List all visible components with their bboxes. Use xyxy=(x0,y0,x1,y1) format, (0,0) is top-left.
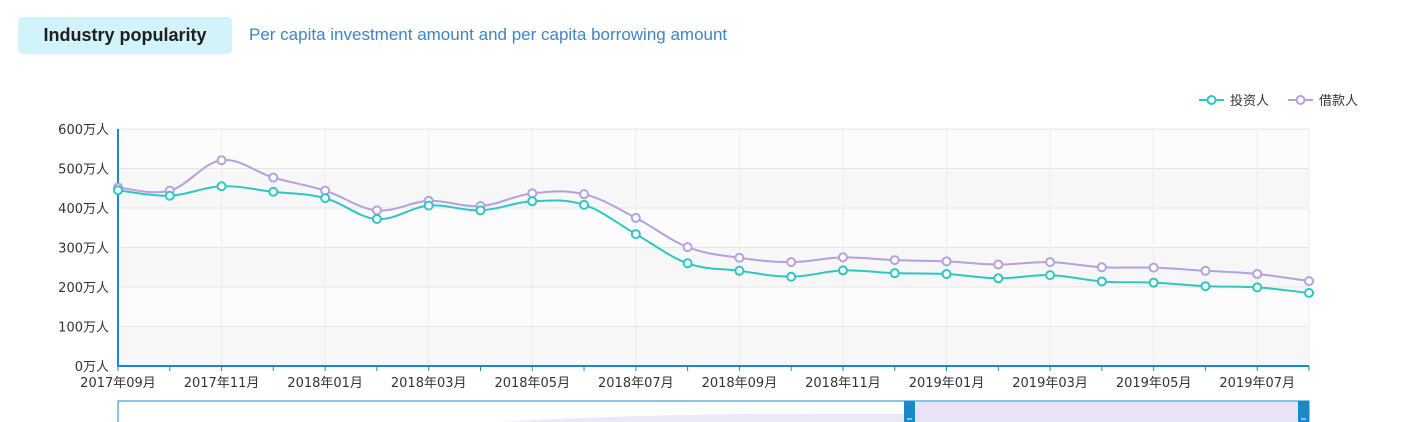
data-point-borrower[interactable] xyxy=(1045,257,1056,268)
data-point-investor[interactable] xyxy=(268,186,279,197)
plot-band xyxy=(118,208,1309,248)
data-point-borrower[interactable] xyxy=(579,189,590,200)
legend-item-borrower[interactable]: 借款人 xyxy=(1288,94,1358,109)
data-zoom-slider[interactable] xyxy=(117,400,1310,422)
data-point-borrower[interactable] xyxy=(941,256,952,267)
data-point-borrower[interactable] xyxy=(216,155,227,166)
data-point-borrower[interactable] xyxy=(1252,268,1263,279)
data-point-borrower[interactable] xyxy=(268,172,279,183)
legend[interactable]: 投资人 借款人 xyxy=(1199,93,1358,109)
data-point-borrower[interactable] xyxy=(889,255,900,266)
series-points[interactable] xyxy=(113,155,1314,298)
y-tick-label: 100万人 xyxy=(58,321,109,336)
data-point-borrower[interactable] xyxy=(1148,262,1159,273)
x-tick-label: 2018年03月 xyxy=(391,376,467,391)
zoom-selected-range[interactable] xyxy=(909,402,1309,422)
data-point-investor[interactable] xyxy=(527,196,538,207)
data-point-investor[interactable] xyxy=(475,205,486,216)
data-point-investor[interactable] xyxy=(630,229,641,240)
x-tick-label: 2018年11月 xyxy=(805,376,881,391)
legend-marker-icon xyxy=(1206,95,1217,105)
y-tick-label: 300万人 xyxy=(58,242,109,257)
data-point-borrower[interactable] xyxy=(734,252,745,263)
data-point-investor[interactable] xyxy=(837,265,848,276)
data-point-borrower[interactable] xyxy=(786,257,797,268)
data-point-investor[interactable] xyxy=(1304,287,1314,298)
data-point-investor[interactable] xyxy=(216,181,227,192)
data-point-borrower[interactable] xyxy=(527,188,538,199)
plot-band xyxy=(118,287,1309,327)
tab-per-capita-amount[interactable]: Per capita investment amount and per cap… xyxy=(249,25,728,44)
x-tick-label: 2018年01月 xyxy=(287,376,363,391)
data-point-investor[interactable] xyxy=(1096,276,1107,287)
data-point-borrower[interactable] xyxy=(682,242,693,253)
data-point-investor[interactable] xyxy=(786,271,797,282)
legend-label: 借款人 xyxy=(1319,94,1358,109)
data-point-investor[interactable] xyxy=(579,199,590,210)
data-point-investor[interactable] xyxy=(993,273,1004,284)
x-tick-label: 2019年03月 xyxy=(1012,376,1088,391)
x-tick-label: 2019年07月 xyxy=(1219,376,1295,391)
data-point-investor[interactable] xyxy=(682,258,693,269)
data-point-investor[interactable] xyxy=(113,185,123,196)
data-point-borrower[interactable] xyxy=(1096,262,1107,273)
data-point-borrower[interactable] xyxy=(1200,265,1211,276)
plot-band xyxy=(118,129,1309,169)
y-tick-label: 500万人 xyxy=(58,163,109,178)
data-point-investor[interactable] xyxy=(889,268,900,279)
data-point-investor[interactable] xyxy=(164,190,175,201)
x-tick-label: 2017年11月 xyxy=(184,376,260,391)
data-point-investor[interactable] xyxy=(1148,277,1159,288)
data-point-investor[interactable] xyxy=(371,214,382,225)
x-tick-label: 2018年09月 xyxy=(702,376,778,391)
x-tick-label: 2019年05月 xyxy=(1116,376,1192,391)
x-tick-label: 2018年07月 xyxy=(598,376,674,391)
plot-band xyxy=(118,326,1309,366)
data-point-borrower[interactable] xyxy=(1304,276,1314,287)
legend-label: 投资人 xyxy=(1230,93,1269,109)
legend-marker-icon xyxy=(1295,95,1306,105)
legend-item-investor[interactable]: 投资人 xyxy=(1199,93,1269,109)
y-tick-label: 200万人 xyxy=(58,281,109,296)
data-point-borrower[interactable] xyxy=(993,259,1004,270)
data-point-investor[interactable] xyxy=(1252,282,1263,293)
data-point-borrower[interactable] xyxy=(371,205,382,216)
data-point-investor[interactable] xyxy=(1045,270,1056,281)
x-tick-label: 2019年01月 xyxy=(909,376,985,391)
tab-industry-popularity[interactable]: Industry popularity xyxy=(18,17,232,54)
data-point-investor[interactable] xyxy=(320,193,331,204)
y-tick-label: 600万人 xyxy=(58,123,109,138)
x-tick-label: 2017年09月 xyxy=(80,376,156,391)
data-point-investor[interactable] xyxy=(734,265,745,276)
data-point-borrower[interactable] xyxy=(837,252,848,263)
data-point-borrower[interactable] xyxy=(630,212,641,223)
x-tick-label: 2018年05月 xyxy=(494,376,570,391)
y-axis-ticks: 0万人 100万人 200万人 300万人 400万人 500万人 600万人 xyxy=(58,123,109,375)
data-point-investor[interactable] xyxy=(1200,281,1211,292)
y-tick-label: 400万人 xyxy=(58,202,109,217)
x-axis: 2017年09月 2017年11月 2018年01月 2018年03月 2018年05月… xyxy=(80,129,1310,391)
data-point-investor[interactable] xyxy=(941,268,952,279)
plot-band xyxy=(118,168,1309,208)
data-point-investor[interactable] xyxy=(423,200,434,211)
zoom-handle-left[interactable] xyxy=(904,401,915,422)
y-tick-label: 0万人 xyxy=(75,360,109,375)
zoom-handle-right[interactable] xyxy=(1298,401,1309,422)
